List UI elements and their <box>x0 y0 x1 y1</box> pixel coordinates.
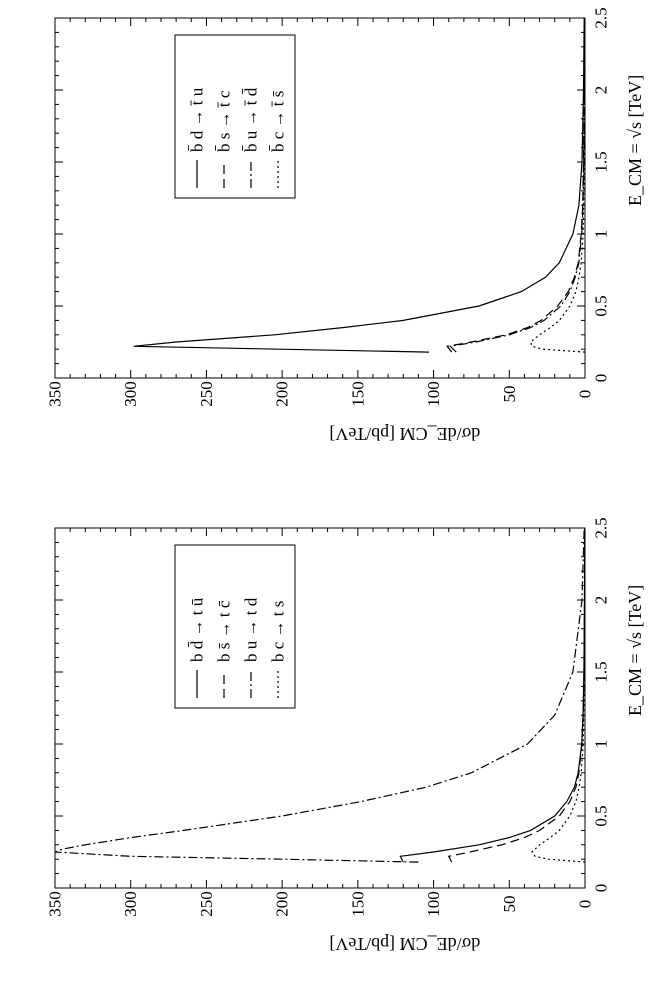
series-line-2 <box>54 527 585 863</box>
x-tick-label: 1.5 <box>592 661 611 682</box>
x-axis-title: E_CM = √s [TeV] <box>625 75 645 206</box>
series-line-0 <box>399 527 586 863</box>
legend: b d̄ → t ū b s̄ → t c̄ b u → t d b c → t s <box>174 544 296 709</box>
series-line-3 <box>531 527 586 863</box>
y-tick-label: 150 <box>348 891 367 917</box>
y-tick-label: 250 <box>197 381 216 407</box>
y-tick-label: 0 <box>576 390 595 399</box>
legend-label-1: b s̄ → t c̄ <box>215 600 234 662</box>
y-tick-label: 300 <box>121 891 140 917</box>
legend-label-2: b u → t d <box>242 597 261 662</box>
y-tick-label: 200 <box>273 891 292 917</box>
curve-layer <box>54 527 586 863</box>
y-tick-label: 100 <box>424 891 443 917</box>
x-tick-label: 1.5 <box>592 151 611 172</box>
y-tick-label: 350 <box>46 891 65 917</box>
y-tick-label: 0 <box>576 900 595 909</box>
chart-panel-top: 0 0.5 1 1.5 2 2.5 0 50 100 150 200 250 300 350 E_CM = … <box>46 7 646 444</box>
x-tick-label: 0.5 <box>592 805 611 826</box>
y-axis-title: dσ/dE_CM [pb/TeV] <box>329 424 480 444</box>
x-tick-label: 2 <box>592 86 611 95</box>
y-tick-label: 300 <box>121 381 140 407</box>
legend-label-0: b d̄ → t ū <box>188 597 207 662</box>
series-line-1 <box>446 17 586 353</box>
y-tick-label: 350 <box>46 381 65 407</box>
legend-label-3: b̄ c → t̄ s̄ <box>269 91 288 152</box>
x-tick-label: 0.5 <box>592 295 611 316</box>
y-tick-label: 250 <box>197 891 216 917</box>
legend: b̄ d → t̄ u b̄ s → t̄ c b̄ u → t̄ d̄ b̄ c →… <box>174 34 296 199</box>
plot-frame <box>54 17 586 379</box>
x-tick-label: 2.5 <box>592 517 611 538</box>
plot-frame <box>54 527 586 889</box>
x-axis-title: E_CM = √s [TeV] <box>625 585 645 716</box>
y-tick-label: 100 <box>424 381 443 407</box>
legend-box <box>174 544 296 709</box>
y-axis-title: dσ/dE_CM [pb/TeV] <box>329 934 480 954</box>
legend-label-1: b̄ s → t̄ c <box>215 90 234 152</box>
chart-panel-bottom: 0 0.5 1 1.5 2 2.5 0 50 100 150 200 250 300 350 E_CM = … <box>46 517 646 954</box>
y-tick-label: 50 <box>500 386 519 403</box>
x-tick-label: 0 <box>592 374 611 383</box>
legend-box <box>174 34 296 199</box>
y-tick-label: 200 <box>273 381 292 407</box>
curve-layer <box>133 17 586 353</box>
legend-label-0: b̄ d → t̄ u <box>188 87 207 152</box>
series-line-2 <box>448 17 586 353</box>
x-tick-label: 1 <box>592 740 611 749</box>
tick-layer: 0 0.5 1 1.5 2 2.5 0 50 100 150 200 250 300 350 E_CM = … <box>46 7 646 444</box>
x-tick-label: 2 <box>592 596 611 605</box>
legend-label-3: b c → t s <box>269 601 288 662</box>
tick-layer: 0 0.5 1 1.5 2 2.5 0 50 100 150 200 250 300 350 E_CM = … <box>46 517 646 954</box>
x-tick-label: 2.5 <box>592 7 611 28</box>
series-line-0 <box>133 17 585 353</box>
legend-label-2: b̄ u → t̄ d̄ <box>242 87 261 152</box>
x-tick-label: 0 <box>592 884 611 893</box>
y-tick-label: 50 <box>500 896 519 913</box>
y-tick-label: 150 <box>348 381 367 407</box>
x-tick-label: 1 <box>592 230 611 239</box>
series-line-1 <box>447 527 586 863</box>
series-line-3 <box>529 17 586 353</box>
